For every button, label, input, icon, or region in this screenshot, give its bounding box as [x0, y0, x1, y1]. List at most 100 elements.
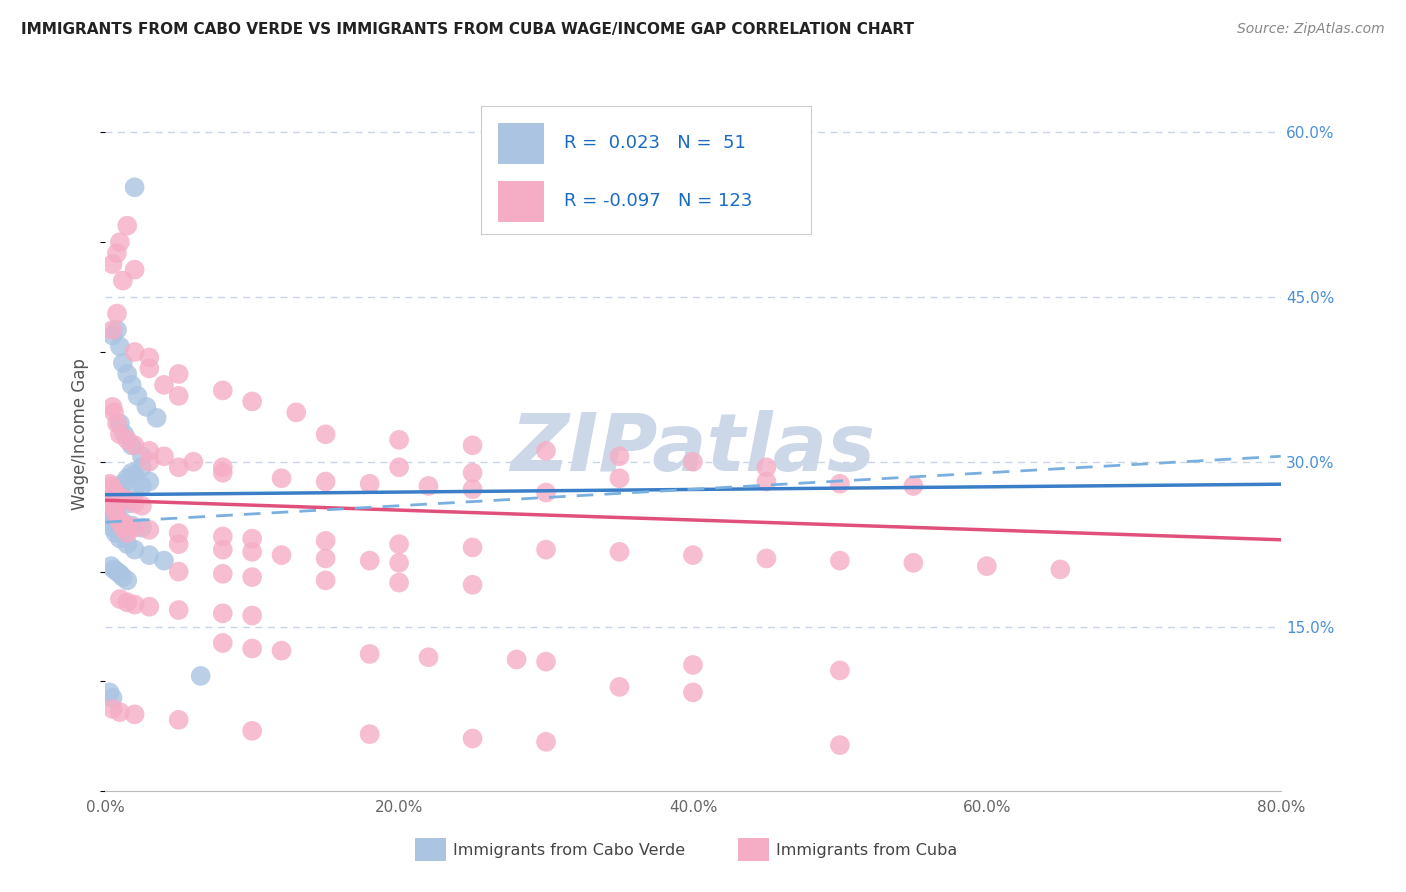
Point — [534, 655, 557, 669]
Point — [138, 475, 160, 489]
Point — [105, 307, 128, 321]
Point — [105, 488, 128, 502]
Point — [315, 551, 337, 566]
Point — [131, 450, 153, 464]
Point — [418, 479, 440, 493]
Point — [117, 574, 139, 588]
Point — [211, 607, 233, 621]
Point — [127, 389, 149, 403]
Point — [461, 482, 484, 496]
Point — [101, 702, 124, 716]
Point — [138, 443, 160, 458]
Point — [103, 405, 125, 419]
Point — [108, 705, 131, 719]
Point — [270, 548, 292, 562]
Point — [108, 592, 131, 607]
Point — [315, 574, 337, 588]
Point — [103, 499, 125, 513]
Point — [167, 603, 190, 617]
Point — [117, 493, 139, 508]
Point — [101, 257, 124, 271]
Point — [461, 438, 484, 452]
Point — [976, 559, 998, 574]
Point — [167, 565, 190, 579]
Point — [108, 417, 131, 431]
Point — [111, 521, 134, 535]
Point — [682, 548, 704, 562]
Point — [240, 608, 263, 623]
Point — [828, 738, 851, 752]
Point — [124, 345, 146, 359]
Point — [108, 339, 131, 353]
Point — [100, 559, 122, 574]
Point — [105, 246, 128, 260]
Point — [388, 575, 411, 590]
Point — [461, 578, 484, 592]
Point — [103, 485, 125, 500]
Point — [461, 466, 484, 480]
Text: Source: ZipAtlas.com: Source: ZipAtlas.com — [1237, 22, 1385, 37]
Point — [117, 537, 139, 551]
Point — [609, 450, 631, 464]
Point — [124, 542, 146, 557]
Point — [505, 652, 527, 666]
Point — [167, 713, 190, 727]
Point — [108, 482, 131, 496]
Point — [167, 389, 190, 403]
Point — [534, 485, 557, 500]
Point — [167, 537, 190, 551]
Point — [240, 545, 263, 559]
Text: ZIPatlas: ZIPatlas — [510, 409, 876, 488]
Point — [101, 323, 124, 337]
Point — [124, 467, 146, 482]
Point — [111, 356, 134, 370]
Point — [285, 405, 308, 419]
Point — [104, 526, 127, 541]
Point — [388, 433, 411, 447]
Point — [105, 488, 128, 502]
Point — [270, 643, 292, 657]
Point — [105, 509, 128, 524]
Point — [131, 460, 153, 475]
Point — [117, 367, 139, 381]
Point — [211, 636, 233, 650]
Point — [903, 556, 925, 570]
Point — [104, 509, 127, 524]
Point — [121, 518, 143, 533]
Point — [105, 512, 128, 526]
Point — [135, 400, 157, 414]
Point — [609, 545, 631, 559]
Point — [183, 455, 205, 469]
Point — [211, 529, 233, 543]
Point — [98, 515, 121, 529]
Point — [103, 508, 125, 522]
Point — [108, 490, 131, 504]
Point — [101, 400, 124, 414]
Point — [98, 685, 121, 699]
Point — [359, 476, 381, 491]
Point — [121, 378, 143, 392]
Point — [211, 566, 233, 581]
Point — [138, 548, 160, 562]
Point — [108, 515, 131, 529]
Point — [828, 553, 851, 567]
Point — [101, 504, 124, 518]
Point — [108, 566, 131, 581]
Point — [121, 466, 143, 480]
Point — [112, 427, 135, 442]
Point — [101, 493, 124, 508]
Point — [124, 438, 146, 452]
Point — [388, 556, 411, 570]
Point — [534, 735, 557, 749]
Point — [117, 219, 139, 233]
Point — [153, 450, 176, 464]
Text: IMMIGRANTS FROM CABO VERDE VS IMMIGRANTS FROM CUBA WAGE/INCOME GAP CORRELATION C: IMMIGRANTS FROM CABO VERDE VS IMMIGRANTS… — [21, 22, 914, 37]
Point — [534, 443, 557, 458]
Point — [100, 479, 122, 493]
Point — [461, 731, 484, 746]
Point — [167, 460, 190, 475]
Point — [682, 657, 704, 672]
Point — [131, 521, 153, 535]
Text: Immigrants from Cuba: Immigrants from Cuba — [776, 843, 957, 857]
Text: Immigrants from Cabo Verde: Immigrants from Cabo Verde — [453, 843, 685, 857]
